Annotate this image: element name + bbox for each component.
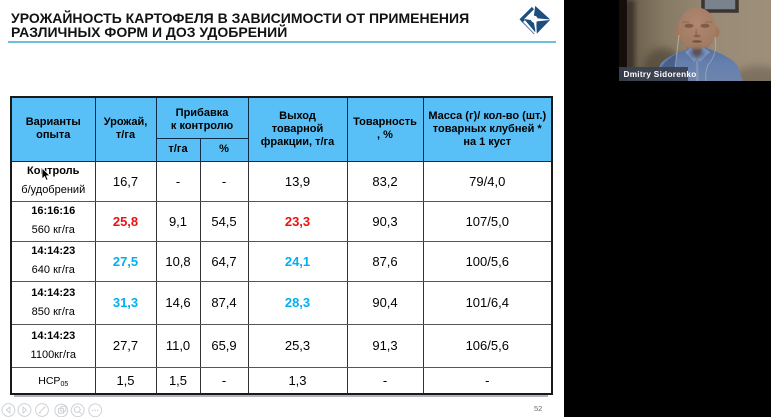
svg-text:Dmitry Sidorenko: Dmitry Sidorenko [624, 70, 697, 79]
